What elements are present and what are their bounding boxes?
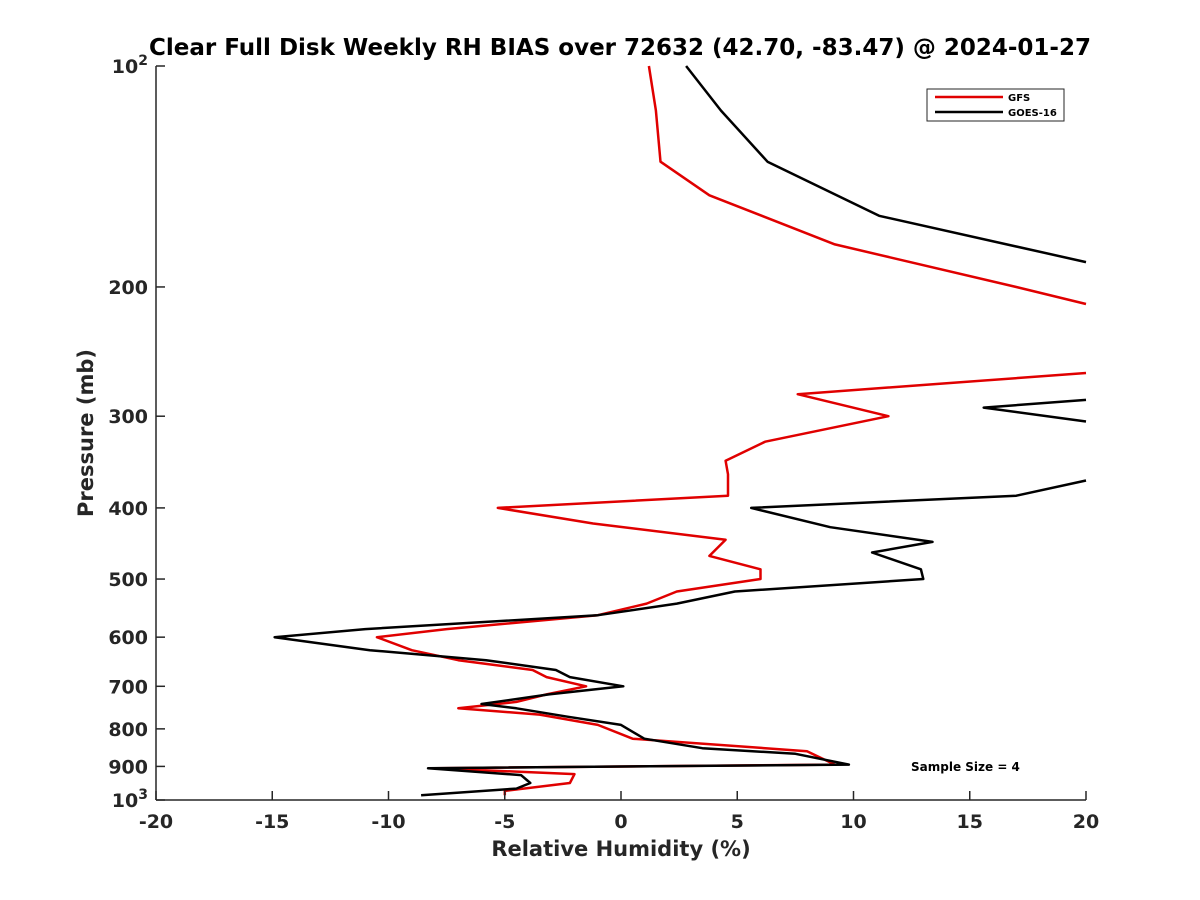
x-tick-label: 5 — [731, 811, 744, 833]
series-line-goes16-1 — [982, 398, 1087, 423]
y-tick-label: 102 — [112, 53, 148, 78]
x-tick-label: -10 — [371, 811, 405, 833]
x-tick-label: -5 — [494, 811, 515, 833]
x-tick-label: 15 — [957, 811, 983, 833]
x-axis-label: Relative Humidity (%) — [491, 837, 750, 861]
y-axis-label: Pressure (mb) — [74, 349, 98, 517]
legend-box — [926, 88, 1065, 122]
plot-area: -20 -15 -10 -5 0 5 10 15 20 102 200 300 400 500 600 70… — [108, 53, 1099, 833]
x-tick-label: 0 — [614, 811, 627, 833]
series-layer — [273, 65, 1087, 797]
y-tick-label: 900 — [108, 756, 148, 778]
series-line-gfs-1 — [375, 371, 1087, 796]
y-tick-label: 103 — [112, 787, 148, 812]
x-tick-label: 20 — [1073, 811, 1099, 833]
y-tick-label: 400 — [108, 498, 148, 520]
legend-label-gfs: GFS — [1008, 93, 1030, 104]
x-tick-label: 10 — [840, 811, 866, 833]
y-tick-label: 200 — [108, 277, 148, 299]
plot-frame — [156, 66, 1086, 800]
y-tick-label: 800 — [108, 719, 148, 741]
sample-size-annotation: Sample Size = 4 — [911, 760, 1020, 774]
y-tick-label: 300 — [108, 406, 148, 428]
x-axis-ticks: -20 -15 -10 -5 0 5 10 15 20 — [139, 791, 1099, 833]
y-axis-ticks: 102 200 300 400 500 600 700 800 900 103 — [108, 53, 165, 812]
y-tick-label: 500 — [108, 569, 148, 591]
x-tick-label: -20 — [139, 811, 173, 833]
y-tick-label: 600 — [108, 627, 148, 649]
series-line-gfs-0 — [647, 65, 1087, 306]
series-line-goes16-0 — [685, 65, 1087, 264]
series-line-goes16-2 — [273, 479, 1087, 797]
chart-title: Clear Full Disk Weekly RH BIAS over 7263… — [149, 35, 1091, 61]
legend: GFS GOES-16 — [926, 88, 1065, 122]
y-tick-label: 700 — [108, 676, 148, 698]
x-tick-label: -15 — [255, 811, 289, 833]
legend-label-goes16: GOES-16 — [1008, 108, 1057, 119]
